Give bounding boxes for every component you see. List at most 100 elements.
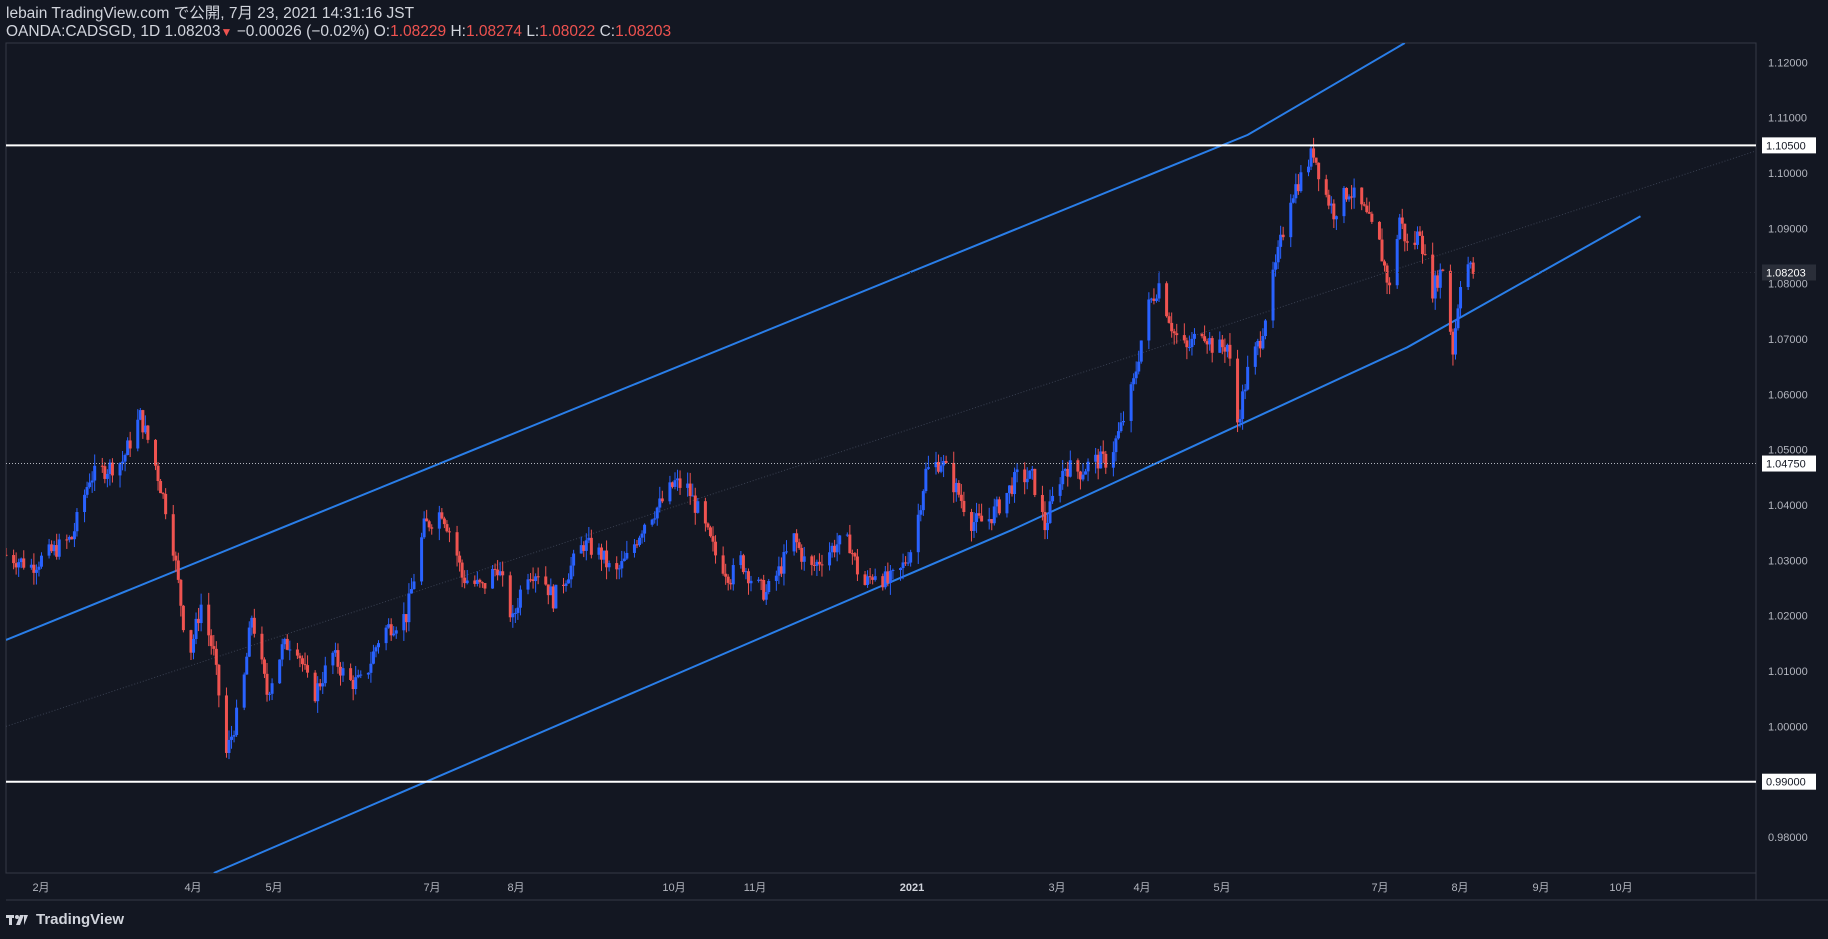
candle-body <box>939 465 943 472</box>
candle-body <box>544 576 548 585</box>
candle-body <box>812 564 816 566</box>
candle-body <box>1134 371 1138 379</box>
candle-body <box>1139 340 1143 362</box>
candle-body <box>708 527 712 537</box>
candle-body <box>703 501 707 524</box>
candle-body <box>1223 347 1227 352</box>
candle-body <box>475 579 479 584</box>
candle-body <box>496 569 500 576</box>
candle-body <box>52 545 56 552</box>
price-axis[interactable]: 1.12000 1.11000 1.10000 1.09000 1.08000 1.070… <box>1768 57 1808 844</box>
candle-body <box>427 521 431 528</box>
candle-body <box>1081 474 1085 480</box>
tradingview-branding[interactable]: TradingView <box>6 911 124 928</box>
candle-body <box>498 571 502 576</box>
candle-body <box>1413 242 1417 245</box>
candle-body <box>1099 451 1103 469</box>
time-tick-label: 8月 <box>507 882 524 894</box>
candle-body <box>1380 239 1384 262</box>
candle-body <box>848 534 852 554</box>
candle-body <box>217 664 221 696</box>
candle-body <box>1253 346 1257 367</box>
candle-body <box>990 519 994 524</box>
channel-lines[interactable] <box>6 43 1756 873</box>
candle-body <box>916 514 920 553</box>
candle-body <box>975 513 979 523</box>
candlestick-series <box>6 137 1475 760</box>
candle-body <box>1423 254 1427 256</box>
time-axis[interactable]: 2月 4月 5月 7月 8月 10月 11月 2021 3月 4月 5月 7月 8月 9月 10月 <box>32 882 1632 894</box>
candle-body <box>1398 217 1402 240</box>
candle-body <box>437 512 441 529</box>
candle-body <box>795 533 799 543</box>
candle-body <box>1152 298 1156 301</box>
candle-body <box>425 518 429 522</box>
candle-body <box>19 558 23 563</box>
time-tick-label: 8月 <box>1451 882 1468 894</box>
candle-body <box>123 455 127 462</box>
candle-body <box>1147 299 1151 341</box>
candle-body <box>1332 203 1336 220</box>
ohlc-legend: OANDA:CADSGD, 1D 1.08203▼ −0.00026 (−0.0… <box>6 23 671 41</box>
candle-body <box>678 478 682 488</box>
candle-body <box>209 635 213 647</box>
price-tick-label: 1.01000 <box>1768 666 1808 678</box>
candle-body <box>764 592 768 600</box>
candle-body <box>721 555 725 574</box>
candle-body <box>207 604 211 636</box>
candle-body <box>1111 452 1115 468</box>
candle-body <box>660 498 664 502</box>
candle-body <box>141 410 145 433</box>
time-tick-label: 10月 <box>662 882 685 894</box>
candle-body <box>14 563 18 568</box>
candle-body <box>12 555 16 564</box>
candle-body <box>85 487 89 495</box>
candle-body <box>1281 234 1285 238</box>
candle-body <box>298 655 302 659</box>
candle-body <box>866 576 870 585</box>
candle-body <box>1190 338 1194 348</box>
candle-body <box>1116 431 1120 439</box>
candle-body <box>55 545 59 557</box>
candle-body <box>757 579 761 581</box>
candle-body <box>143 425 147 433</box>
candle-body <box>136 419 140 449</box>
candle-body <box>1431 254 1435 299</box>
candle-body <box>534 576 538 582</box>
candle-body <box>1033 468 1037 495</box>
price-tick-label: 1.03000 <box>1768 555 1808 567</box>
channel-upper-line[interactable] <box>6 43 1406 641</box>
candle-body <box>1271 269 1275 321</box>
price-tick-label: 1.00000 <box>1768 721 1808 733</box>
candle-body <box>635 544 639 546</box>
candle-body <box>1040 494 1044 512</box>
candle-body <box>906 562 910 564</box>
candle-body <box>103 466 107 479</box>
time-tick-label: 4月 <box>1133 882 1150 894</box>
level-price-label: 0.99000 <box>1766 777 1806 789</box>
candle-body <box>374 647 378 652</box>
candle-body <box>34 569 38 573</box>
candle-body <box>676 478 680 481</box>
low-value: 1.08022 <box>539 23 596 40</box>
candle-body <box>992 506 996 524</box>
candle-body <box>88 482 92 488</box>
channel-lower-line[interactable] <box>213 215 1641 873</box>
candle-body <box>491 568 495 589</box>
candle-body <box>620 561 624 569</box>
candle-body <box>65 539 69 541</box>
candle-body <box>980 515 984 522</box>
candle-body <box>1451 331 1455 355</box>
candle-body <box>1274 262 1278 270</box>
candle-body <box>1327 194 1331 206</box>
candle-body <box>802 556 806 562</box>
candle-body <box>1334 216 1338 220</box>
candle-body <box>607 563 611 568</box>
candle-body <box>686 483 690 488</box>
candle-body <box>1309 148 1313 167</box>
tradingview-logo-icon <box>6 914 28 925</box>
time-tick-label: 7月 <box>423 882 440 894</box>
horizontal-levels[interactable]: 1.10500 0.99000 1.04750 1.08203 <box>6 137 1816 790</box>
candle-body <box>359 674 363 676</box>
